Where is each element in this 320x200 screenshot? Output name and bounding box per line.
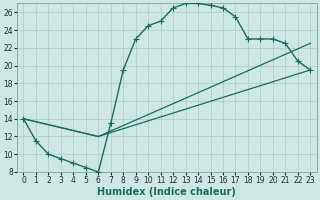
X-axis label: Humidex (Indice chaleur): Humidex (Indice chaleur) [98,187,236,197]
